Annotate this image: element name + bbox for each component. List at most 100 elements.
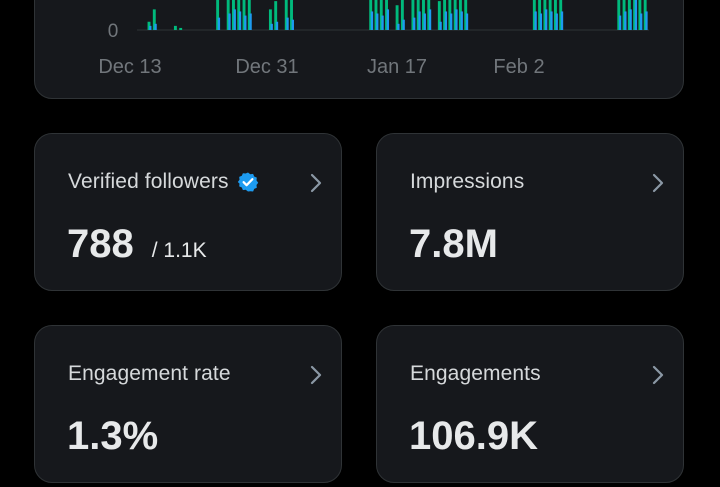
- x-axis-label-jan-17: Jan 17: [367, 56, 427, 78]
- impressions-value-row: 7.8M: [409, 222, 498, 267]
- chart-bar-unverified: [386, 9, 389, 31]
- chart-bar-verified: [538, 0, 542, 30]
- chart-bar-unverified: [555, 13, 558, 30]
- chart-bar-unverified: [539, 13, 543, 30]
- verified-followers-value: 788: [67, 222, 134, 266]
- chart-bar-unverified: [423, 13, 426, 30]
- chart-bar-verified: [437, 1, 441, 31]
- chevron-right-icon[interactable]: [651, 172, 665, 194]
- engagements-tile[interactable]: Engagements 106.9K: [376, 325, 684, 483]
- chart-bar-verified: [416, 0, 420, 30]
- chart-bar-verified: [548, 0, 552, 30]
- chart-bar-unverified: [249, 13, 252, 30]
- chart-bar-unverified: [534, 11, 537, 30]
- chart-bar-verified: [532, 0, 536, 30]
- chart-bar-unverified: [149, 25, 152, 31]
- chart-bar-verified: [216, 0, 220, 31]
- chart-bar-unverified: [465, 13, 469, 30]
- chart-bar-unverified: [397, 23, 400, 30]
- chart-bar-verified: [643, 0, 647, 30]
- chart-bar-unverified: [645, 11, 648, 30]
- chart-bar-verified: [617, 0, 621, 30]
- chart-bar-verified: [638, 0, 642, 30]
- engagement-rate-label: Engagement rate: [68, 362, 231, 385]
- chart-bar-verified: [232, 0, 235, 30]
- chart-bar-verified: [147, 21, 151, 30]
- chart-bar-unverified: [624, 11, 627, 30]
- chart-bar-verified: [395, 5, 399, 30]
- chart-bar-unverified: [238, 11, 242, 30]
- verified-followers-value-row: 788 / 1.1K: [67, 222, 207, 267]
- chart-bar-unverified: [402, 19, 405, 30]
- chart-bar-verified: [379, 0, 383, 30]
- chart-bar-verified: [284, 0, 288, 30]
- chart-bar-unverified: [439, 21, 442, 30]
- chart-bar-verified: [464, 0, 468, 30]
- chart-bar-unverified: [286, 17, 289, 31]
- chart-bar-verified: [559, 0, 563, 30]
- chart-bar-verified: [543, 0, 547, 30]
- activity-bar-chart: 0 Dec 13 Dec 31 Jan 17 Feb 2: [98, 0, 649, 78]
- chart-bar-verified: [173, 25, 177, 31]
- chart-bar-verified: [633, 0, 637, 30]
- chart-bar-verified: [242, 0, 246, 30]
- chart-bar-verified: [427, 0, 431, 30]
- chart-bar-verified: [290, 0, 293, 30]
- engagement-rate-tile[interactable]: Engagement rate 1.3%: [34, 325, 342, 483]
- x-axis-label-feb-2: Feb 2: [493, 56, 544, 78]
- chart-bar-verified: [237, 0, 241, 30]
- engagement-rate-value-row: 1.3%: [67, 414, 158, 459]
- y-axis-zero-label: 0: [108, 21, 119, 42]
- chart-bar-unverified: [275, 21, 279, 30]
- chevron-right-icon[interactable]: [309, 364, 323, 386]
- verified-followers-total: / 1.1K: [151, 239, 207, 262]
- impressions-label-row: Impressions: [410, 170, 524, 194]
- chart-bar-verified: [422, 0, 425, 30]
- engagements-value-row: 106.9K: [409, 414, 538, 459]
- verified-badge-icon: [237, 172, 258, 192]
- impressions-value: 7.8M: [409, 222, 498, 266]
- chart-bar-unverified: [270, 23, 273, 30]
- chart-bar-unverified: [545, 9, 548, 31]
- chart-bar-unverified: [460, 11, 463, 30]
- chart-bar-unverified: [418, 11, 421, 30]
- chevron-right-icon[interactable]: [651, 364, 665, 386]
- chart-bar-verified: [268, 9, 272, 31]
- chart-bar-verified: [400, 0, 404, 31]
- x-axis-label-dec-13: Dec 13: [98, 56, 161, 78]
- chart-bar-unverified: [244, 15, 247, 30]
- chart-bar-verified: [453, 0, 457, 30]
- chart-bar-unverified: [640, 13, 643, 30]
- verified-followers-label: Verified followers: [68, 170, 229, 193]
- x-axis-label-dec-31: Dec 31: [235, 56, 298, 78]
- chart-bar-verified: [152, 9, 156, 31]
- chart-bar-unverified: [370, 11, 374, 30]
- engagements-value: 106.9K: [409, 414, 538, 458]
- impressions-label: Impressions: [410, 170, 525, 193]
- chart-bar-verified: [385, 0, 388, 30]
- chart-bar-verified: [274, 1, 278, 31]
- chart-bar-verified: [553, 0, 557, 30]
- chart-bar-verified: [374, 0, 378, 30]
- chart-bar-unverified: [560, 11, 564, 30]
- verified-followers-tile[interactable]: Verified followers 788 / 1.1K: [34, 133, 342, 291]
- chart-bar-verified: [622, 0, 626, 30]
- engagements-label: Engagements: [410, 362, 541, 385]
- engagement-rate-label-row: Engagement rate: [68, 362, 231, 386]
- chart-bar-unverified: [550, 11, 553, 30]
- impressions-tile[interactable]: Impressions 7.8M: [376, 133, 684, 291]
- chevron-right-icon[interactable]: [309, 172, 323, 194]
- chart-bar-unverified: [444, 11, 448, 30]
- chart-bar-unverified: [634, 0, 638, 31]
- chart-bar-verified: [458, 0, 462, 30]
- chart-bar-unverified: [217, 17, 221, 31]
- activity-chart-card: 0 Dec 13 Dec 31 Jan 17 Feb 2: [34, 0, 684, 99]
- chart-bar-unverified: [455, 9, 458, 31]
- chart-bar-verified: [627, 0, 631, 30]
- chart-bar-unverified: [376, 13, 379, 30]
- chart-bar-verified: [226, 0, 230, 30]
- chart-bar-unverified: [618, 15, 622, 30]
- chart-bar-unverified: [413, 17, 416, 31]
- chart-bar-unverified: [629, 9, 632, 31]
- engagement-rate-value: 1.3%: [67, 414, 159, 458]
